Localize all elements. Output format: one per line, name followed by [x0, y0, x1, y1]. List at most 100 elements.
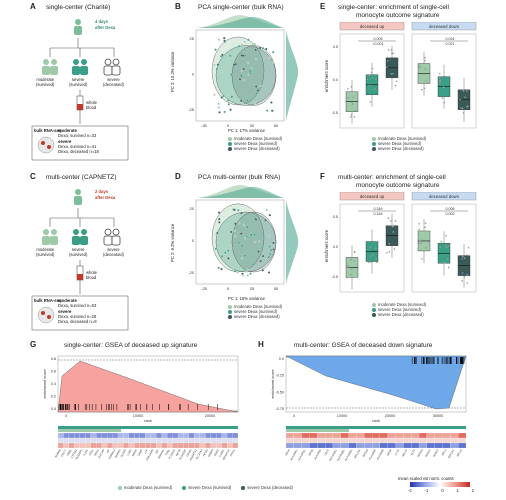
jitter-point: [354, 109, 357, 112]
jitter-point: [350, 258, 352, 261]
x-tick-label: 0: [293, 414, 295, 418]
patient-icon-moderate: [42, 229, 58, 245]
heatmap-cell: [458, 432, 467, 439]
jitter-point: [421, 258, 423, 260]
heatmap-cell: [395, 432, 404, 439]
pca-point: [242, 223, 246, 227]
heatmap-cell: [372, 442, 380, 449]
y-tick-label: -20: [188, 270, 195, 275]
heatmap-cell: [325, 437, 334, 444]
jitter-point: [443, 101, 446, 104]
pca-point: [249, 69, 252, 73]
heatmap-cell: [232, 437, 239, 444]
gene-label: RPS5: [307, 448, 314, 456]
pca-point: [227, 249, 230, 252]
bulk-rnaseq-label: bulk RNA-seq: [34, 128, 62, 133]
pca-point: [229, 54, 232, 57]
pca-point: [234, 222, 237, 225]
y-tick-label: 0: [192, 238, 195, 243]
jitter-point: [368, 74, 371, 77]
box-line-3: Dexa, survived n=26: [58, 314, 97, 319]
jitter-point: [462, 112, 465, 114]
heatmap-cell: [57, 432, 64, 439]
heatmap-cell: [85, 442, 91, 449]
box-line-severe: severe: [58, 139, 72, 144]
pca-point: [268, 245, 271, 248]
strip-deceased-down: [411, 192, 477, 201]
pca-point: [261, 254, 265, 258]
jitter-point: [460, 107, 462, 109]
pca-point: [220, 267, 223, 271]
heatmap-cell: [90, 437, 97, 444]
heatmap-cell: [434, 432, 443, 439]
jitter-point: [393, 248, 396, 250]
heatmap-cell: [101, 442, 108, 449]
jitter-point: [424, 222, 427, 225]
pca-point: [268, 252, 272, 256]
heatmap-cell: [325, 442, 334, 449]
plot-frame: [195, 29, 285, 122]
pca-point: [247, 38, 250, 42]
panel-h-title: multi-center: GSEA of deceased down sign…: [294, 342, 433, 349]
x-axis-label: rank: [372, 418, 380, 423]
heatmap-cell: [96, 442, 102, 449]
panel-letter-h: H: [258, 340, 264, 349]
heatmap-cell: [183, 437, 189, 444]
jitter-point: [466, 105, 468, 108]
pca-point: [253, 233, 256, 236]
jitter-point: [445, 235, 447, 237]
pca-point: [241, 244, 244, 247]
pca-point: [243, 254, 247, 257]
heatmap-cell: [68, 442, 75, 449]
jitter-point: [371, 73, 374, 76]
heatmap-cell: [411, 442, 420, 449]
jitter-point: [425, 80, 427, 82]
pca-point: [240, 257, 244, 260]
heatmap-cell: [139, 437, 146, 444]
heatmap-cell: [210, 432, 217, 439]
heatmap-cell: [183, 442, 189, 449]
heatmap-cell: [128, 437, 135, 444]
jitter-point: [367, 248, 369, 251]
jitter-point: [461, 280, 463, 282]
heatmap-cell: [403, 432, 412, 439]
pca-point: [220, 255, 224, 258]
box-line-moderate: moderate: [58, 128, 77, 133]
pca-d-ylabel: PC 2: 9.2% variance: [170, 223, 175, 262]
pca-point: [221, 53, 224, 56]
strip-deceased-down: [411, 22, 477, 31]
colorbar: [410, 482, 470, 487]
jitter-point: [370, 261, 372, 263]
heatmap-cell: [188, 437, 195, 444]
legend-e: moderate Dexa (survived) severe Dexa (su…: [372, 136, 426, 151]
colorbar-tick: -2: [408, 488, 412, 493]
colorbar-tick: -1: [424, 488, 429, 493]
pca-point: [215, 67, 219, 71]
gene-label: KLF2: [409, 448, 416, 456]
pca-point: [217, 106, 221, 109]
pca-point: [262, 234, 265, 238]
pca-point: [218, 111, 221, 114]
jitter-point: [418, 242, 421, 245]
gene-label: ADAMTS2: [188, 448, 198, 461]
group-severe-survived: severe (survived): [69, 247, 88, 257]
legend-deceased: severe Dexa (deceased): [234, 146, 280, 151]
p-value: 0.005: [374, 37, 383, 41]
patient-icon-moderate: [42, 59, 58, 75]
gene-label: RPL29: [401, 448, 409, 457]
heatmap-cell: [90, 432, 97, 439]
box-line-1: Dexa, survived n=53: [58, 303, 97, 308]
gene-label: HLA-DQB1: [336, 448, 346, 462]
jitter-point: [424, 59, 426, 62]
jitter-point: [347, 87, 349, 90]
heatmap-cell: [216, 442, 222, 449]
pca-point: [227, 59, 230, 62]
pca-point: [245, 235, 248, 238]
jitter-point: [388, 251, 391, 253]
heatmap-cell: [134, 432, 140, 439]
pca-point: [249, 272, 252, 275]
jitter-point: [461, 107, 464, 110]
jitter-point: [418, 63, 420, 66]
heatmap-cell: [128, 432, 135, 439]
pca-point: [265, 208, 268, 212]
